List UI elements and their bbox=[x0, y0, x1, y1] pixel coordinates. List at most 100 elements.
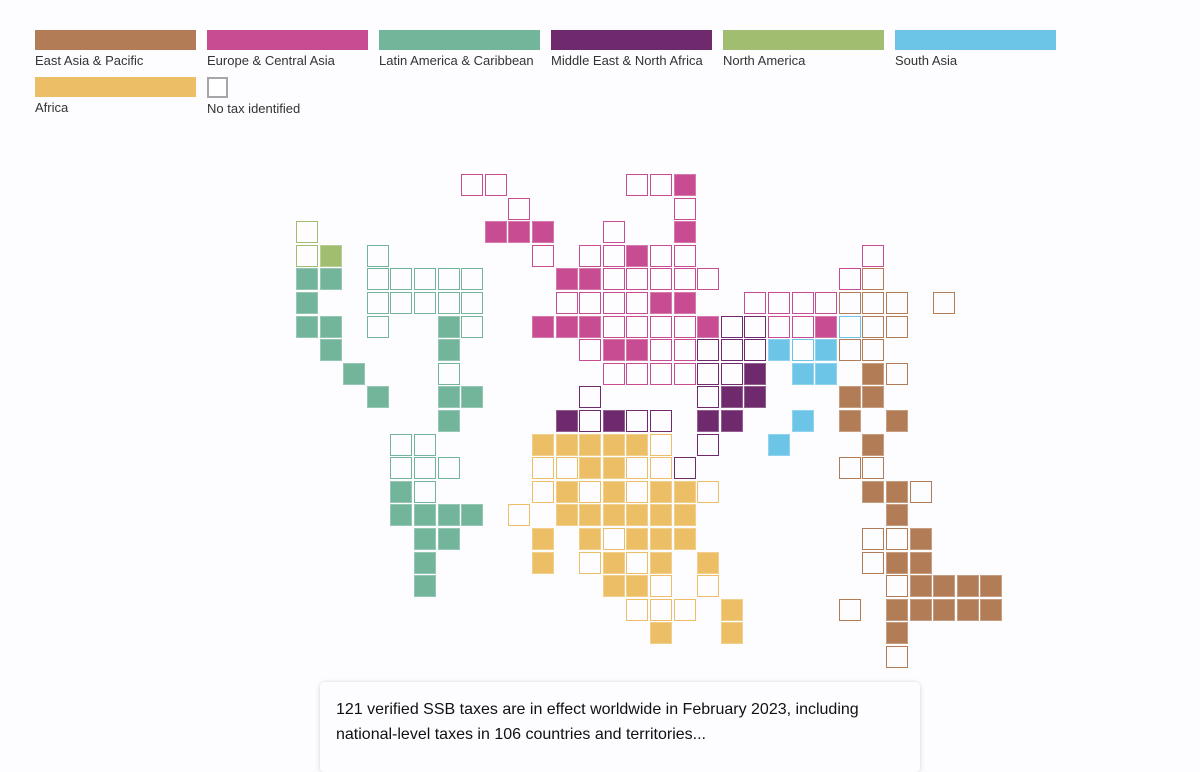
map-tile-europe-central-asia-no-tax[interactable] bbox=[626, 174, 649, 196]
map-tile-latin-america-caribbean-no-tax[interactable] bbox=[461, 315, 484, 338]
map-tile-latin-america-caribbean-tax[interactable] bbox=[437, 386, 460, 409]
map-tile-east-asia-pacific-tax[interactable] bbox=[838, 410, 861, 432]
map-tile-europe-central-asia-no-tax[interactable] bbox=[484, 174, 507, 196]
map-tile-east-asia-pacific-no-tax[interactable] bbox=[838, 339, 861, 362]
map-tile-east-asia-pacific-tax[interactable] bbox=[956, 598, 979, 621]
map-tile-africa-tax[interactable] bbox=[673, 480, 696, 503]
map-tile-east-asia-pacific-no-tax[interactable] bbox=[838, 457, 861, 480]
map-tile-east-asia-pacific-tax[interactable] bbox=[933, 575, 956, 598]
map-tile-europe-central-asia-no-tax[interactable] bbox=[602, 221, 625, 244]
map-tile-europe-central-asia-no-tax[interactable] bbox=[626, 315, 649, 338]
map-tile-africa-tax[interactable] bbox=[720, 598, 743, 621]
map-tile-latin-america-caribbean-tax[interactable] bbox=[437, 410, 460, 432]
map-tile-africa-tax[interactable] bbox=[602, 480, 625, 503]
map-tile-africa-no-tax[interactable] bbox=[673, 598, 696, 621]
map-tile-europe-central-asia-no-tax[interactable] bbox=[768, 315, 790, 338]
map-tile-europe-central-asia-no-tax[interactable] bbox=[626, 292, 649, 314]
map-tile-latin-america-caribbean-no-tax[interactable] bbox=[414, 433, 436, 456]
map-tile-africa-tax[interactable] bbox=[579, 457, 602, 480]
map-tile-africa-tax[interactable] bbox=[579, 528, 602, 550]
map-tile-europe-central-asia-tax[interactable] bbox=[579, 315, 602, 338]
map-tile-east-asia-pacific-tax[interactable] bbox=[886, 504, 908, 527]
map-tile-latin-america-caribbean-tax[interactable] bbox=[437, 528, 460, 550]
map-tile-east-asia-pacific-tax[interactable] bbox=[886, 551, 908, 574]
map-tile-north-america-no-tax[interactable] bbox=[296, 221, 318, 244]
map-tile-africa-tax[interactable] bbox=[579, 504, 602, 527]
map-tile-latin-america-caribbean-tax[interactable] bbox=[461, 386, 484, 409]
map-tile-south-asia-tax[interactable] bbox=[768, 339, 790, 362]
map-tile-europe-central-asia-tax[interactable] bbox=[650, 292, 672, 314]
map-tile-east-asia-pacific-tax[interactable] bbox=[909, 575, 932, 598]
map-tile-east-asia-pacific-no-tax[interactable] bbox=[886, 575, 908, 598]
map-tile-europe-central-asia-no-tax[interactable] bbox=[532, 244, 554, 267]
map-tile-africa-tax[interactable] bbox=[532, 551, 554, 574]
legend-item-middle-east-north-africa[interactable]: Middle East & North Africa bbox=[551, 30, 712, 68]
map-tile-europe-central-asia-no-tax[interactable] bbox=[862, 244, 885, 267]
map-tile-africa-no-tax[interactable] bbox=[579, 480, 602, 503]
map-tile-east-asia-pacific-no-tax[interactable] bbox=[862, 268, 885, 291]
map-tile-africa-no-tax[interactable] bbox=[697, 480, 720, 503]
map-tile-latin-america-caribbean-no-tax[interactable] bbox=[437, 292, 460, 314]
map-tile-europe-central-asia-no-tax[interactable] bbox=[650, 174, 672, 196]
map-tile-middle-east-north-africa-no-tax[interactable] bbox=[720, 362, 743, 385]
legend-item-north-america[interactable]: North America bbox=[723, 30, 884, 68]
map-tile-east-asia-pacific-tax[interactable] bbox=[909, 598, 932, 621]
map-tile-europe-central-asia-tax[interactable] bbox=[626, 244, 649, 267]
map-tile-europe-central-asia-no-tax[interactable] bbox=[838, 268, 861, 291]
map-tile-latin-america-caribbean-tax[interactable] bbox=[414, 504, 436, 527]
map-tile-east-asia-pacific-no-tax[interactable] bbox=[862, 457, 885, 480]
map-tile-middle-east-north-africa-tax[interactable] bbox=[697, 410, 720, 432]
map-tile-europe-central-asia-tax[interactable] bbox=[673, 221, 696, 244]
map-tile-east-asia-pacific-no-tax[interactable] bbox=[933, 292, 956, 314]
map-tile-europe-central-asia-no-tax[interactable] bbox=[673, 197, 696, 220]
map-tile-europe-central-asia-no-tax[interactable] bbox=[650, 244, 672, 267]
map-tile-africa-no-tax[interactable] bbox=[626, 457, 649, 480]
map-tile-latin-america-caribbean-tax[interactable] bbox=[390, 504, 413, 527]
map-tile-europe-central-asia-tax[interactable] bbox=[555, 315, 578, 338]
map-tile-europe-central-asia-no-tax[interactable] bbox=[650, 268, 672, 291]
map-tile-europe-central-asia-no-tax[interactable] bbox=[791, 315, 814, 338]
map-tile-south-asia-no-tax[interactable] bbox=[791, 339, 814, 362]
map-tile-latin-america-caribbean-no-tax[interactable] bbox=[390, 433, 413, 456]
map-tile-north-america-no-tax[interactable] bbox=[296, 244, 318, 267]
map-tile-east-asia-pacific-no-tax[interactable] bbox=[862, 292, 885, 314]
map-tile-africa-no-tax[interactable] bbox=[650, 598, 672, 621]
map-tile-middle-east-north-africa-no-tax[interactable] bbox=[626, 410, 649, 432]
map-tile-east-asia-pacific-no-tax[interactable] bbox=[886, 646, 908, 668]
map-tile-africa-no-tax[interactable] bbox=[650, 575, 672, 598]
map-tile-east-asia-pacific-tax[interactable] bbox=[862, 480, 885, 503]
map-tile-east-asia-pacific-no-tax[interactable] bbox=[886, 292, 908, 314]
map-tile-latin-america-caribbean-tax[interactable] bbox=[296, 292, 318, 314]
map-tile-europe-central-asia-no-tax[interactable] bbox=[744, 292, 767, 314]
map-tile-africa-tax[interactable] bbox=[555, 480, 578, 503]
map-tile-africa-tax[interactable] bbox=[650, 528, 672, 550]
map-tile-africa-tax[interactable] bbox=[650, 504, 672, 527]
map-tile-africa-no-tax[interactable] bbox=[508, 504, 531, 527]
map-tile-europe-central-asia-no-tax[interactable] bbox=[673, 362, 696, 385]
legend-item-no-tax-identified[interactable]: No tax identified bbox=[207, 77, 368, 116]
map-tile-europe-central-asia-no-tax[interactable] bbox=[602, 268, 625, 291]
map-tile-africa-tax[interactable] bbox=[650, 622, 672, 645]
map-tile-europe-central-asia-tax[interactable] bbox=[484, 221, 507, 244]
map-tile-latin-america-caribbean-no-tax[interactable] bbox=[366, 315, 389, 338]
map-tile-east-asia-pacific-tax[interactable] bbox=[909, 528, 932, 550]
map-tile-latin-america-caribbean-no-tax[interactable] bbox=[414, 292, 436, 314]
map-tile-europe-central-asia-tax[interactable] bbox=[626, 339, 649, 362]
map-tile-middle-east-north-africa-no-tax[interactable] bbox=[673, 457, 696, 480]
map-tile-middle-east-north-africa-no-tax[interactable] bbox=[720, 339, 743, 362]
map-tile-latin-america-caribbean-no-tax[interactable] bbox=[414, 457, 436, 480]
map-tile-europe-central-asia-no-tax[interactable] bbox=[579, 244, 602, 267]
map-tile-south-asia-tax[interactable] bbox=[768, 433, 790, 456]
map-tile-africa-tax[interactable] bbox=[673, 528, 696, 550]
map-tile-latin-america-caribbean-tax[interactable] bbox=[437, 339, 460, 362]
map-tile-europe-central-asia-tax[interactable] bbox=[602, 339, 625, 362]
map-tile-latin-america-caribbean-tax[interactable] bbox=[319, 315, 342, 338]
map-tile-east-asia-pacific-no-tax[interactable] bbox=[886, 362, 908, 385]
map-tile-europe-central-asia-no-tax[interactable] bbox=[579, 292, 602, 314]
map-tile-middle-east-north-africa-tax[interactable] bbox=[555, 410, 578, 432]
map-tile-east-asia-pacific-tax[interactable] bbox=[886, 480, 908, 503]
map-tile-latin-america-caribbean-no-tax[interactable] bbox=[366, 268, 389, 291]
map-tile-latin-america-caribbean-tax[interactable] bbox=[296, 268, 318, 291]
map-tile-europe-central-asia-tax[interactable] bbox=[532, 221, 554, 244]
map-tile-europe-central-asia-tax[interactable] bbox=[579, 268, 602, 291]
